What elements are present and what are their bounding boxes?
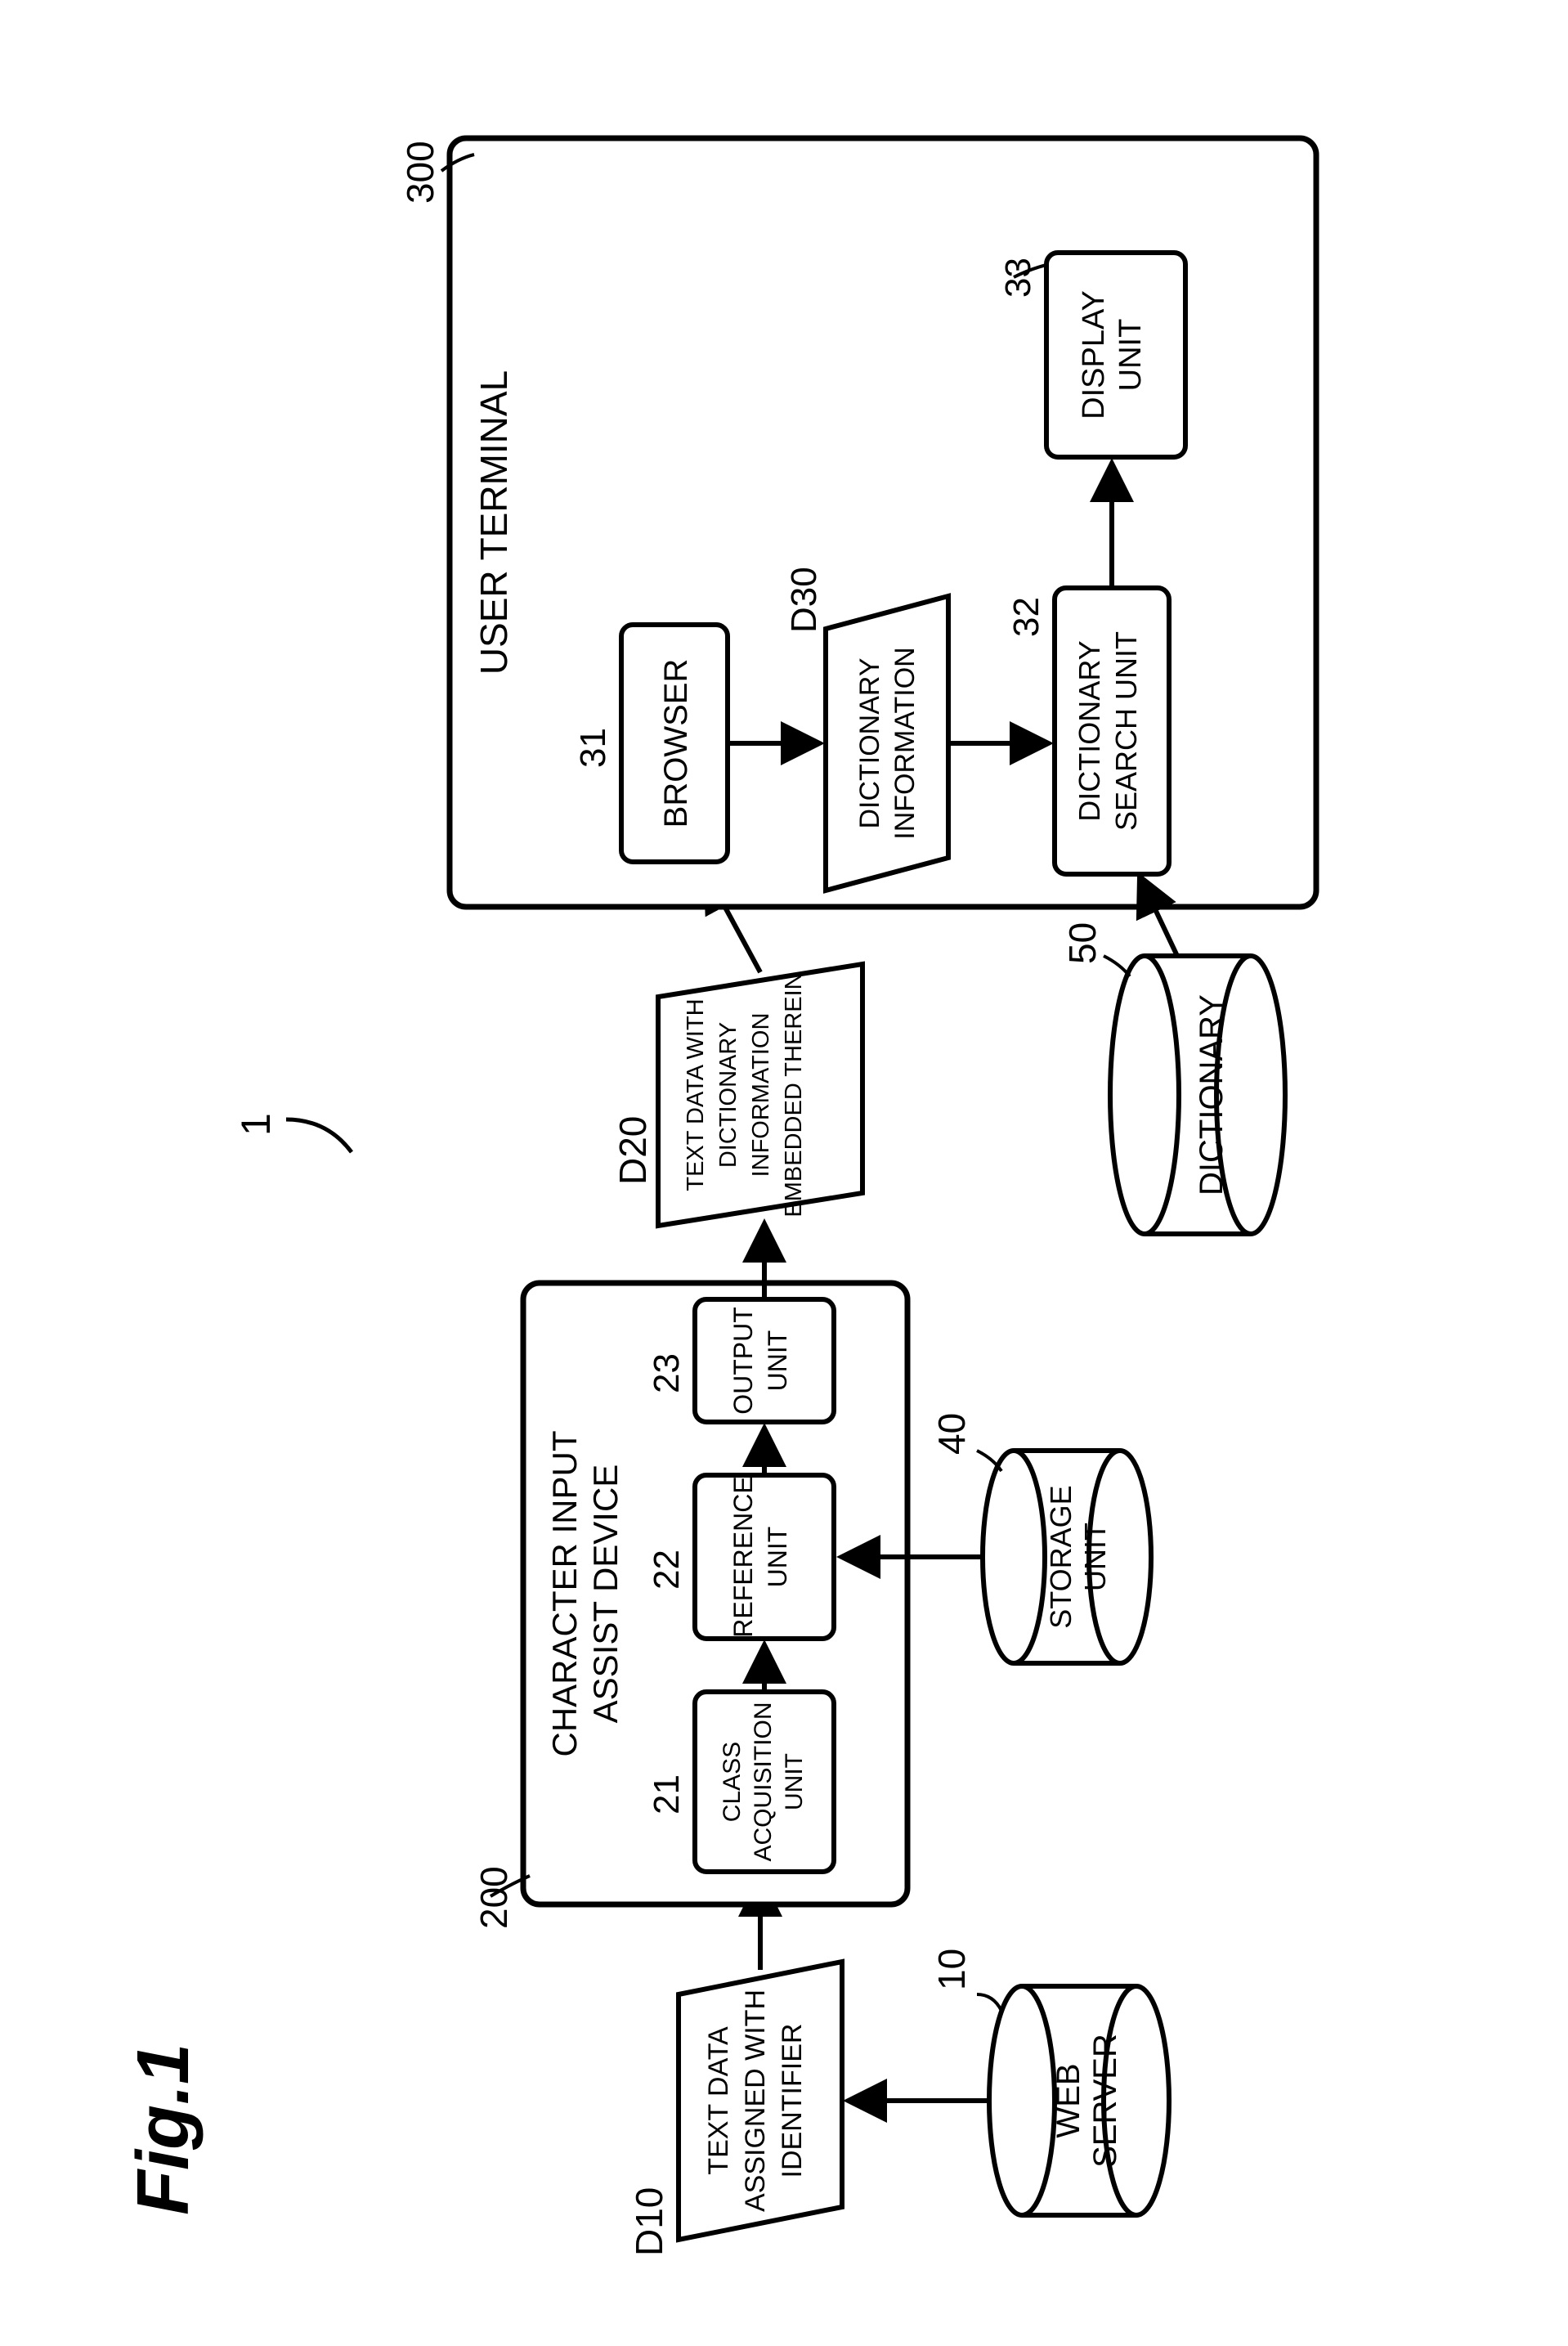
d20-text-1: TEXT DATA WITH (683, 998, 709, 1191)
web-server-label-1: WEB (1051, 2063, 1086, 2137)
assist-device-title-2: ASSIST DEVICE (586, 1465, 625, 1724)
d30-id: D30 (784, 567, 824, 633)
web-server-id-leader (977, 1994, 1001, 2011)
browser-text: BROWSER (658, 659, 694, 828)
storage-text-1: STORAGE (1044, 1485, 1077, 1628)
display-text-1: DISPLAY (1077, 290, 1111, 419)
system-id-leader (286, 1119, 352, 1152)
d20-text-4: EMBEDDED THEREIN (781, 972, 807, 1217)
page: Fig.1 1 WEB SERVER 10 TEXT DATA ASSIGNED… (0, 0, 1568, 2346)
reference-id: 22 (647, 1550, 687, 1590)
class-acq-text-3: UNIT (781, 1753, 808, 1810)
diagram-svg: Fig.1 1 WEB SERVER 10 TEXT DATA ASSIGNED… (0, 0, 1568, 2346)
d20-text-3: INFORMATION (748, 1013, 774, 1177)
display-text-2: UNIT (1113, 319, 1148, 392)
d10-text-2: ASSIGNED WITH (740, 1989, 771, 2212)
output-text-1: OUTPUT (728, 1307, 758, 1415)
d10-text-1: TEXT DATA (703, 2026, 734, 2175)
d20-id: D20 (612, 1116, 654, 1185)
d30-text-2: INFORMATION (889, 647, 921, 839)
browser-id: 31 (573, 728, 613, 768)
assist-device-title-1: CHARACTER INPUT (545, 1430, 584, 1756)
d10-id: D10 (628, 2187, 670, 2256)
user-terminal-title: USER TERMINAL (473, 370, 515, 675)
class-acq-text-2: ACQUISITION (750, 1702, 777, 1861)
display-id: 33 (998, 258, 1038, 298)
dictionary-id-leader (1104, 956, 1130, 976)
user-terminal-id: 300 (399, 141, 441, 204)
storage-id: 40 (930, 1413, 973, 1455)
dict-search-text-2: SEARCH UNIT (1109, 631, 1143, 831)
system-id: 1 (233, 1113, 279, 1136)
reference-text-2: UNIT (763, 1527, 792, 1588)
dictionary-id: 50 (1061, 922, 1104, 964)
d20-text-2: DICTIONARY (715, 1022, 741, 1168)
class-acq-id: 21 (647, 1774, 687, 1814)
dict-search-id: 32 (1006, 597, 1046, 637)
d10-text-3: IDENTIFIER (777, 2024, 808, 2178)
output-id: 23 (647, 1353, 687, 1393)
output-text-2: UNIT (763, 1330, 792, 1392)
figure-title: Fig.1 (123, 2043, 204, 2215)
web-server-cylinder: WEB SERVER (989, 1986, 1169, 2215)
dictionary-cylinder: DICTIONARY (1110, 956, 1285, 1234)
class-acq-text-1: CLASS (719, 1742, 746, 1822)
dictionary-text: DICTIONARY (1194, 994, 1230, 1195)
d20-parallelogram: TEXT DATA WITH DICTIONARY INFORMATION EM… (658, 964, 862, 1226)
web-server-label-2: SERVER (1087, 2034, 1123, 2168)
dict-search-text-1: DICTIONARY (1073, 640, 1106, 821)
storage-cylinder: STORAGE UNIT (983, 1451, 1151, 1663)
d30-parallelogram: DICTIONARY INFORMATION (826, 596, 948, 890)
reference-text-1: REFERENCE (728, 1476, 758, 1637)
assist-device-id: 200 (473, 1866, 515, 1929)
d30-text-1: DICTIONARY (854, 657, 885, 828)
web-server-id: 10 (930, 1949, 973, 1990)
storage-text-2: UNIT (1078, 1523, 1112, 1591)
d10-parallelogram: TEXT DATA ASSIGNED WITH IDENTIFIER (679, 1962, 842, 2240)
